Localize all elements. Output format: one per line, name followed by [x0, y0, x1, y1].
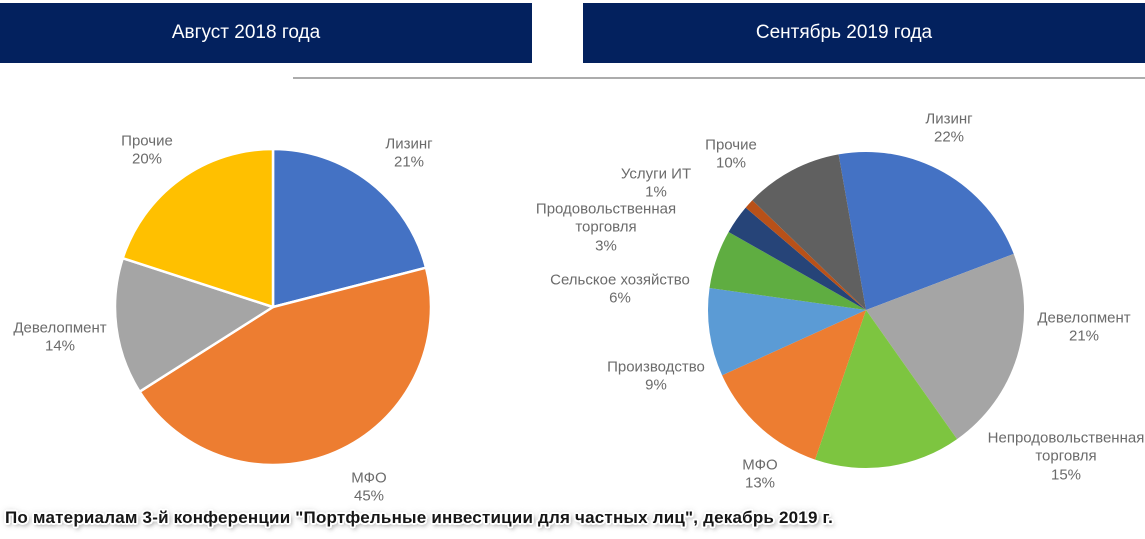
- pie-2-slice-3: [722, 310, 866, 460]
- label-text: МФО: [351, 469, 387, 487]
- label-pct: 1%: [645, 184, 667, 201]
- label-2018-development: Девелопмент 14%: [13, 320, 106, 357]
- pie-2-slice-2: [815, 310, 958, 469]
- label-pct: 3%: [595, 237, 617, 255]
- pie-2-slice-0: [838, 151, 1014, 310]
- pie-2-slice-7: [745, 200, 866, 310]
- header-august-2018: Август 2018 года: [0, 3, 532, 63]
- label-2019-nonfood-retail: Непродовольственная торговля 15%: [982, 430, 1145, 485]
- pie-2-slice-5: [709, 231, 866, 310]
- label-text: Непродовольственная торговля: [987, 429, 1145, 465]
- label-2019-manufacturing: Производство 9%: [607, 359, 705, 396]
- header-september-2019: Сентябрь 2019 года: [583, 3, 1145, 63]
- label-text: Девелопмент: [1037, 309, 1131, 327]
- pie-2-slice-1: [866, 253, 1025, 440]
- label-text: Девелопмент: [13, 319, 107, 337]
- label-2018-mfo: МФО 45%: [351, 470, 386, 507]
- label-2018-leasing: Лизинг 21%: [385, 136, 432, 173]
- label-2019-agriculture: Сельское хозяйство 6%: [532, 272, 708, 309]
- label-2019-development: Девелопмент 21%: [1037, 310, 1130, 347]
- pie-1-slice-1: [138, 266, 433, 467]
- label-pct: 13%: [744, 475, 776, 492]
- label-pct: 9%: [645, 377, 667, 394]
- label-text: Услуги ИТ: [620, 165, 692, 183]
- pie-2-slice-4: [708, 288, 866, 376]
- label-text: Лизинг: [385, 135, 433, 153]
- label-pct: 10%: [715, 155, 747, 172]
- label-text: Продовольственная торговля: [535, 200, 677, 236]
- label-2018-other: Прочие 20%: [121, 133, 173, 170]
- label-pct: 15%: [1050, 466, 1082, 484]
- divider-line: [293, 77, 1145, 79]
- label-pct: 45%: [353, 488, 385, 505]
- pie-2-slice-8: [752, 154, 866, 310]
- label-pct: 6%: [609, 290, 631, 307]
- label-text: Производство: [607, 358, 705, 376]
- label-text: Сельское хозяйство: [550, 271, 690, 289]
- label-pct: 21%: [393, 154, 425, 171]
- source-caption: По материалам 3-й конференции "Портфельн…: [5, 508, 834, 527]
- pie-1-slice-3: [121, 147, 275, 309]
- label-2019-other: Прочие 10%: [705, 137, 757, 174]
- label-2019-food-retail: Продовольственная торговля 3%: [530, 201, 682, 256]
- pie-1-slice-2: [113, 256, 275, 393]
- label-text: Прочие: [705, 136, 757, 154]
- label-2019-it-services: Услуги ИТ 1%: [621, 166, 691, 203]
- label-pct: 22%: [933, 129, 965, 146]
- pie-1-slice-0: [271, 147, 428, 309]
- label-text: Прочие: [121, 132, 173, 150]
- label-text: МФО: [742, 456, 778, 474]
- label-2019-leasing: Лизинг 22%: [925, 111, 972, 148]
- label-pct: 20%: [131, 151, 163, 168]
- label-pct: 14%: [44, 338, 76, 355]
- label-pct: 21%: [1068, 328, 1100, 345]
- label-2019-mfo: МФО 13%: [742, 457, 777, 494]
- pie-2-slice-6: [728, 207, 866, 310]
- label-text: Лизинг: [925, 110, 973, 128]
